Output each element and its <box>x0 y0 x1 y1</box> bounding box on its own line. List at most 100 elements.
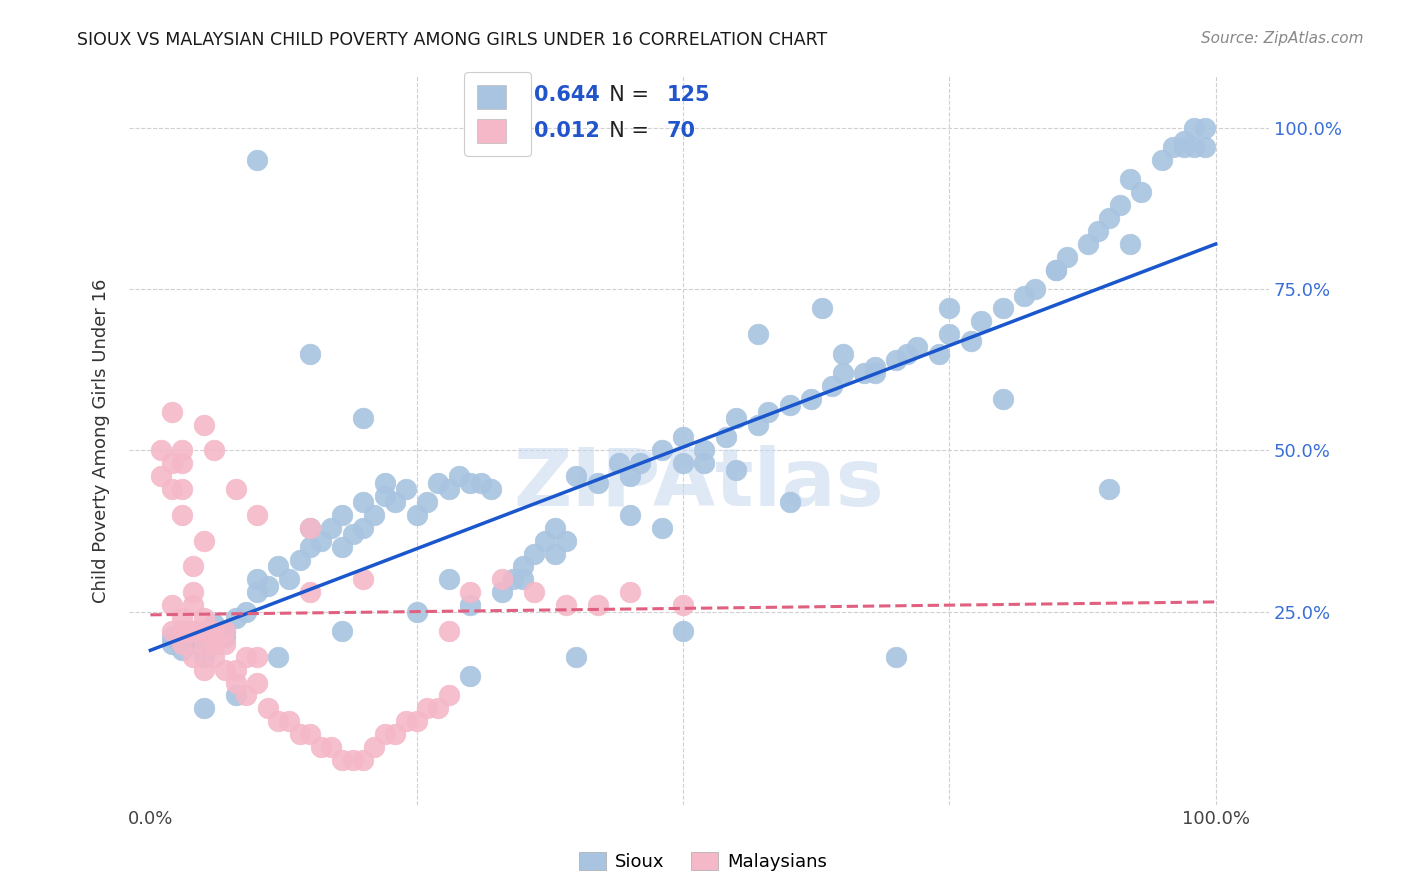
Point <box>172 611 194 625</box>
Point <box>714 430 737 444</box>
Point <box>181 631 204 645</box>
Point <box>342 753 364 767</box>
Point <box>959 334 981 348</box>
Point <box>502 572 524 586</box>
Point <box>405 714 427 729</box>
Point <box>1056 250 1078 264</box>
Point <box>363 739 385 754</box>
Point <box>619 469 641 483</box>
Point <box>172 508 194 522</box>
Point <box>193 649 215 664</box>
Point <box>779 398 801 412</box>
Point <box>437 482 460 496</box>
Point <box>256 701 278 715</box>
Point <box>479 482 502 496</box>
Point <box>544 521 567 535</box>
Point <box>491 572 513 586</box>
Point <box>512 572 534 586</box>
Point <box>991 392 1014 406</box>
Point <box>1077 237 1099 252</box>
Point <box>747 327 769 342</box>
Point <box>225 689 247 703</box>
Point <box>321 521 343 535</box>
Point <box>374 727 396 741</box>
Point <box>1182 120 1205 135</box>
Y-axis label: Child Poverty Among Girls Under 16: Child Poverty Among Girls Under 16 <box>93 278 110 603</box>
Text: 0.012: 0.012 <box>534 121 599 141</box>
Point <box>437 572 460 586</box>
Point <box>172 624 194 638</box>
Point <box>363 508 385 522</box>
Point <box>863 359 886 374</box>
Point <box>1024 282 1046 296</box>
Point <box>193 701 215 715</box>
Text: 0.644: 0.644 <box>534 85 599 104</box>
Point <box>288 727 311 741</box>
Point <box>267 649 290 664</box>
Point <box>288 553 311 567</box>
Point <box>202 624 225 638</box>
Point <box>235 605 257 619</box>
Point <box>214 663 236 677</box>
Point <box>586 598 609 612</box>
Point <box>938 301 960 316</box>
Point <box>449 469 471 483</box>
Point <box>991 301 1014 316</box>
Point <box>1045 262 1067 277</box>
Point <box>309 533 332 548</box>
Point <box>352 411 374 425</box>
Point <box>512 559 534 574</box>
Point <box>725 411 748 425</box>
Point <box>821 379 844 393</box>
Point <box>607 456 630 470</box>
Point <box>172 482 194 496</box>
Point <box>214 624 236 638</box>
Point <box>756 405 779 419</box>
Point <box>235 649 257 664</box>
Text: 70: 70 <box>666 121 696 141</box>
Point <box>523 585 546 599</box>
Point <box>427 701 450 715</box>
Point <box>416 701 439 715</box>
Point <box>725 463 748 477</box>
Point <box>181 624 204 638</box>
Point <box>533 533 555 548</box>
Point <box>299 521 322 535</box>
Point <box>863 366 886 380</box>
Point <box>884 649 907 664</box>
Point <box>193 611 215 625</box>
Point <box>1108 198 1130 212</box>
Point <box>523 547 546 561</box>
Point <box>150 443 173 458</box>
Point <box>831 346 853 360</box>
Point <box>810 301 832 316</box>
Point <box>246 675 269 690</box>
Point <box>491 585 513 599</box>
Text: N =: N = <box>596 85 657 104</box>
Point <box>554 533 576 548</box>
Point <box>225 663 247 677</box>
Point <box>554 598 576 612</box>
Point <box>181 559 204 574</box>
Point <box>1045 262 1067 277</box>
Point <box>352 521 374 535</box>
Point <box>565 649 588 664</box>
Text: R =: R = <box>482 85 527 104</box>
Point <box>693 443 716 458</box>
Point <box>458 598 481 612</box>
Point <box>437 689 460 703</box>
Point <box>160 631 183 645</box>
Point <box>172 456 194 470</box>
Point <box>225 675 247 690</box>
Point <box>405 605 427 619</box>
Point <box>1087 224 1109 238</box>
Point <box>1152 153 1174 168</box>
Point <box>193 533 215 548</box>
Point <box>470 475 492 490</box>
Point <box>246 585 269 599</box>
Point <box>214 631 236 645</box>
Point <box>352 753 374 767</box>
Point <box>193 637 215 651</box>
Point <box>672 624 695 638</box>
Point <box>1182 140 1205 154</box>
